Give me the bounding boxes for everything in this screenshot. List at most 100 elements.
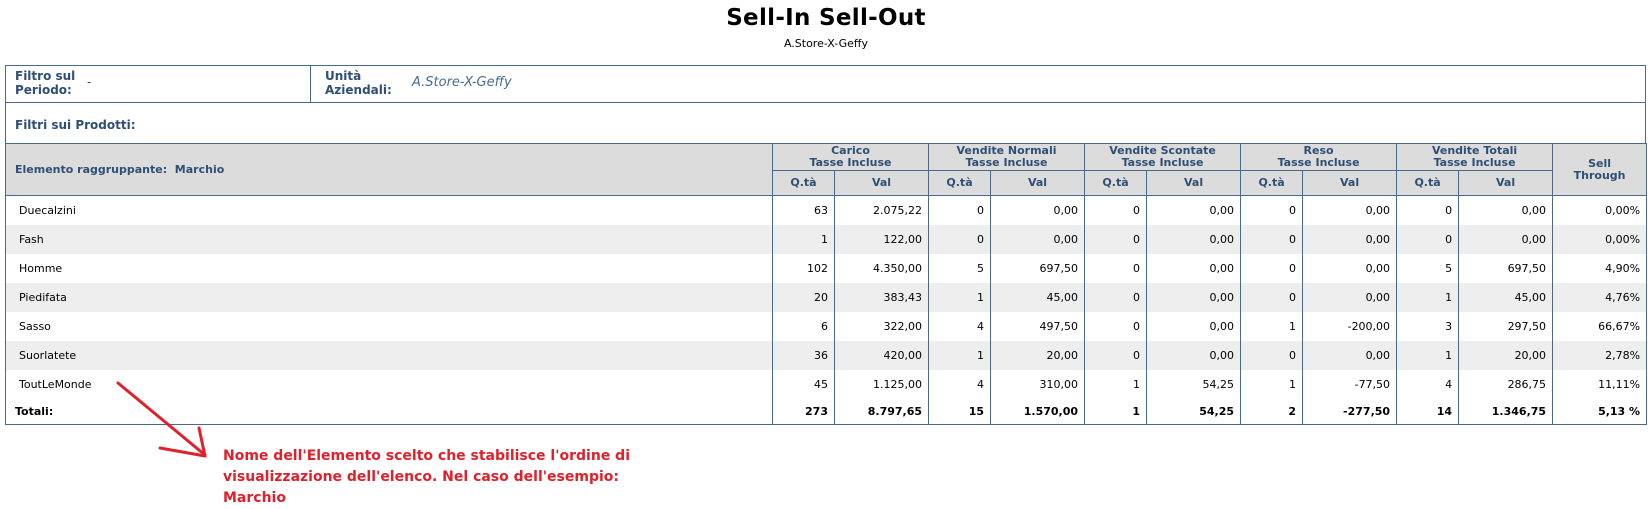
table-cell: -200,00 (1302, 312, 1397, 341)
table-cell: 45,00 (1458, 283, 1553, 312)
table-cell: 1 (928, 341, 991, 370)
table-cell: 5 (928, 254, 991, 283)
period-filter-value: - (87, 75, 92, 89)
group-element-header: Elemento raggruppante: Marchio (5, 143, 773, 196)
table-cell: 0 (1084, 283, 1147, 312)
table-cell: 4.350,00 (833, 254, 929, 283)
table-cell: 0 (1084, 195, 1147, 225)
table-cell: 0,00 (1146, 195, 1241, 225)
table-row: ToutLeMonde 45 1.125,00 4 310,00 1 54,25 1 -77,5… (6, 370, 1647, 399)
row-label: Piedifata (5, 283, 773, 312)
table-cell: 20,00 (990, 341, 1085, 370)
table-cell: 0,00 (1146, 254, 1241, 283)
annotation-arrow-icon (116, 381, 207, 458)
table-cell: 0 (1084, 312, 1147, 341)
column-group-vendite-normali: Vendite Normali Tasse Incluse (928, 143, 1085, 171)
column-qty: Q.tà (1396, 170, 1459, 196)
table-cell: 4,76% (1552, 283, 1647, 312)
row-label: Sasso (19, 320, 51, 333)
table-cell: 0 (1240, 195, 1303, 225)
table-cell: 14 (1396, 399, 1459, 425)
table-cell: 20,00 (1458, 341, 1553, 370)
column-val: Val (1146, 170, 1241, 196)
table-cell: 45,00 (990, 283, 1085, 312)
column-group-vendite-scontate: Vendite Scontate Tasse Incluse (1084, 143, 1241, 171)
table-cell: 273 (772, 399, 835, 425)
table-cell: 102 (772, 254, 835, 283)
table-cell: 63 (772, 195, 835, 225)
table-cell: 1.570,00 (990, 399, 1085, 425)
column-val: Val (1302, 170, 1397, 196)
table-cell: 45 (772, 370, 835, 399)
table-cell: 0,00% (1552, 195, 1647, 225)
table-cell: -277,50 (1302, 399, 1397, 425)
row-label: Suorlatete (5, 341, 773, 370)
table-cell: 0,00 (1302, 283, 1397, 312)
table-cell: 0,00% (1552, 225, 1647, 254)
table-cell: 2.075,22 (833, 195, 929, 225)
table-cell: 0 (1084, 225, 1147, 254)
column-sell-through: Sell Through (1552, 143, 1647, 196)
column-qty: Q.tà (1240, 170, 1303, 196)
table-body: Duecalzini 63 2.075,22 0 0,00 0 0,00 0 0,00 0 0,00… (5, 195, 1647, 425)
table-cell: 5,13 % (1552, 399, 1647, 425)
table-cell: 0,00 (1458, 225, 1553, 254)
table-cell: 122,00 (833, 225, 929, 254)
table-cell: 66,67% (1552, 312, 1647, 341)
table-cell: 0,00 (1302, 341, 1397, 370)
table-cell: 0 (928, 225, 991, 254)
annotation-line-1: Nome dell'Elemento scelto che stabilisce… (223, 448, 631, 464)
row-label: Homme (19, 262, 63, 275)
table-cell: 4,90% (1552, 254, 1647, 283)
table-row: Homme 102 4.350,00 5 697,50 0 0,00 0 0,00 5 697,50… (6, 254, 1647, 283)
table-cell: 1 (1240, 370, 1303, 399)
table-cell: 0 (928, 195, 991, 225)
table-cell: 497,50 (990, 312, 1085, 341)
table-cell: 0 (1396, 195, 1459, 225)
table-cell: 0,00 (1302, 225, 1397, 254)
annotation-note: Nome dell'Elemento scelto che stabilisce… (223, 446, 683, 509)
table-cell: 1 (1084, 370, 1147, 399)
table-cell: 0,00 (1146, 225, 1241, 254)
row-label: Totali: (15, 405, 54, 418)
table-cell: 0 (1084, 341, 1147, 370)
table-cell: 286,75 (1458, 370, 1553, 399)
table-cell: 0,00 (1146, 283, 1241, 312)
table-row: Duecalzini 63 2.075,22 0 0,00 0 0,00 0 0,00 0 0,00… (6, 195, 1647, 225)
table-cell: 36 (772, 341, 835, 370)
table-cell: 697,50 (1458, 254, 1553, 283)
table-cell: 0,00 (1146, 341, 1241, 370)
units-filter-label: Unità Aziendali: (325, 69, 392, 97)
row-label: Duecalzini (19, 204, 76, 217)
table-cell: 0,00 (1458, 195, 1553, 225)
table-cell: 1 (772, 225, 835, 254)
table-cell: 4 (1396, 370, 1459, 399)
report-title: Sell-In Sell-Out (726, 5, 926, 31)
table-cell: 1 (1396, 283, 1459, 312)
table-row: Fash 1 122,00 0 0,00 0 0,00 0 0,00 0 0,00 0,00% (5, 225, 1647, 254)
table-cell: 0 (1240, 225, 1303, 254)
table-cell: 6 (772, 312, 835, 341)
column-group-carico: Carico Tasse Incluse (771, 143, 929, 171)
table-cell: 15 (928, 399, 991, 425)
table-cell: 2,78% (1552, 341, 1647, 370)
column-val: Val (990, 170, 1085, 196)
sell-in-sell-out-table: Elemento raggruppante: Marchio Carico Tas… (5, 143, 1648, 425)
annotation-line-2: visualizzazione dell'elenco. Nel caso de… (223, 469, 619, 506)
column-group-vendite-totali: Vendite Totali Tasse Incluse (1396, 143, 1553, 171)
table-row: Piedifata 20 383,43 1 45,00 0 0,00 0 0,00 1 45,00 4… (5, 283, 1647, 312)
table-cell: 310,00 (990, 370, 1085, 399)
table-row: Sasso 6 322,00 4 497,50 0 0,00 1 -200,00 3 297,50 6… (6, 312, 1647, 341)
table-cell: 420,00 (833, 341, 929, 370)
table-cell: 1 (1084, 399, 1147, 425)
report-subtitle: A.Store-X-Geffy (783, 37, 869, 50)
table-cell: 0 (1084, 254, 1147, 283)
column-val: Val (833, 170, 929, 196)
column-group-reso: Reso Tasse Incluse (1240, 143, 1397, 171)
group-element-value: Marchio (174, 162, 225, 176)
column-qty: Q.tà (772, 170, 835, 196)
table-cell: 0,00 (1302, 254, 1397, 283)
table-cell: 20 (772, 283, 835, 312)
table-cell: 297,50 (1458, 312, 1553, 341)
table-cell: 1 (928, 283, 991, 312)
